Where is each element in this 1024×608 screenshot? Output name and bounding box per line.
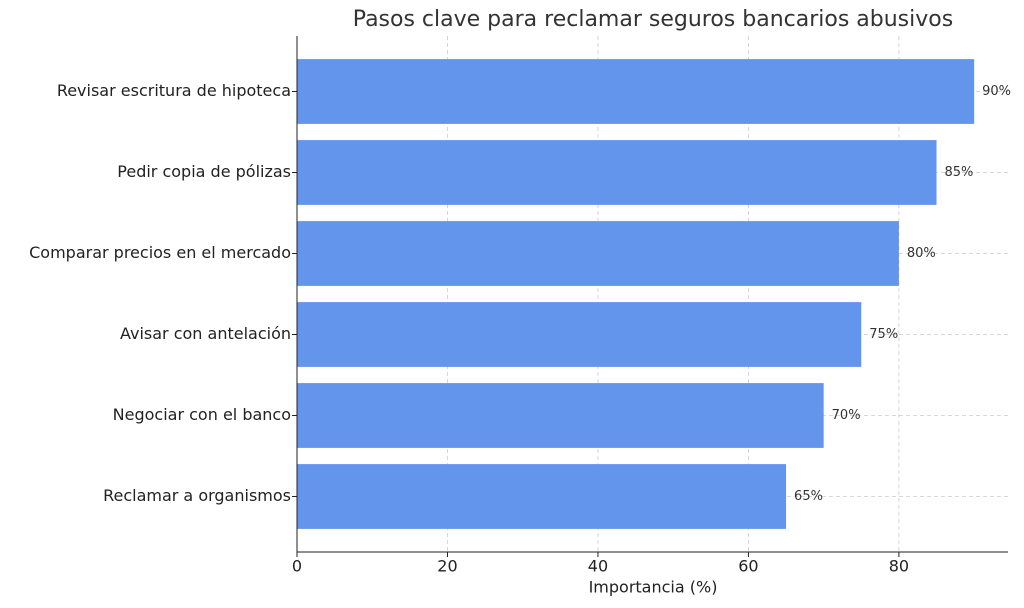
- bar: [297, 59, 975, 124]
- bar: [297, 140, 937, 205]
- bar: [297, 221, 899, 286]
- value-label: 75%: [869, 327, 898, 342]
- bar: [297, 464, 787, 529]
- value-label: 65%: [794, 489, 823, 504]
- y-tick-label: Avisar con antelación: [120, 324, 291, 343]
- value-label: 85%: [945, 165, 974, 180]
- y-tick-label: Pedir copia de pólizas: [117, 162, 291, 181]
- y-tick-label: Revisar escritura de hipoteca: [57, 81, 291, 100]
- chart-title: Pasos clave para reclamar seguros bancar…: [353, 7, 953, 32]
- y-tick-label: Negociar con el banco: [113, 405, 291, 424]
- y-tick-label: Reclamar a organismos: [103, 486, 291, 505]
- value-label: 70%: [832, 408, 861, 423]
- y-tick-label: Comparar precios en el mercado: [29, 243, 291, 262]
- bar: [297, 383, 824, 448]
- value-label: 90%: [982, 84, 1011, 99]
- bar: [297, 302, 862, 367]
- x-axis-label: Importancia (%): [589, 578, 718, 597]
- x-tick-label: 20: [437, 557, 457, 576]
- x-tick-label: 60: [738, 557, 758, 576]
- x-tick-label: 0: [292, 557, 302, 576]
- x-tick-label: 40: [588, 557, 608, 576]
- x-tick-label: 80: [889, 557, 909, 576]
- value-label: 80%: [907, 246, 936, 261]
